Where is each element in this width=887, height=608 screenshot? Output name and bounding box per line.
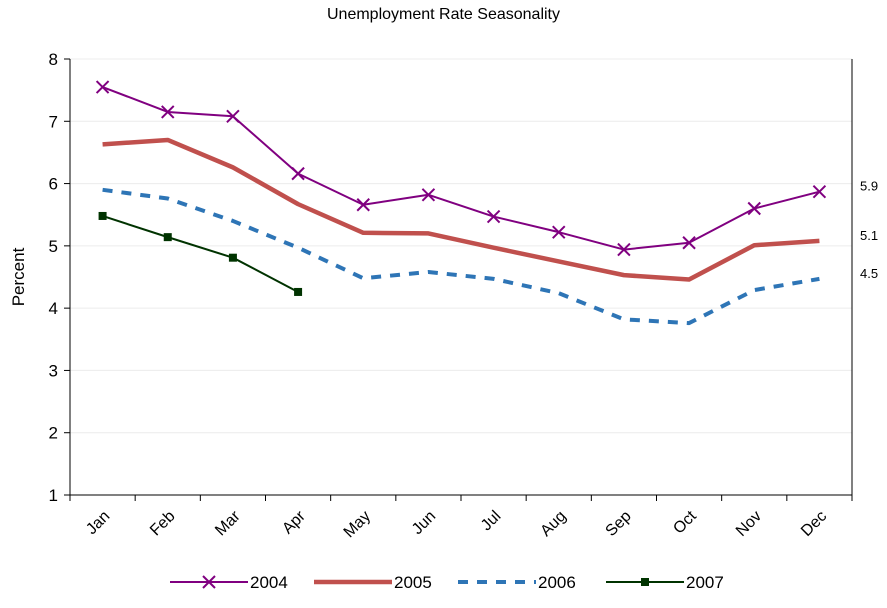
end-labels: 5.9 5.1 4.5 — [860, 179, 878, 281]
series-line-2005 — [102, 137, 820, 282]
series-line-2004 — [102, 86, 820, 251]
legend-marker-2004 — [202, 575, 216, 589]
data-point-2004-Feb — [161, 105, 175, 119]
end-label-2004: 5.9 — [860, 179, 878, 194]
legend-label-2004: 2004 — [250, 573, 288, 592]
legend: 2004 2005 2006 2007 — [170, 573, 724, 592]
chart-title: Unemployment Rate Seasonality — [326, 6, 560, 23]
x-tick-label: Dec — [798, 508, 830, 540]
legend-label-2007: 2007 — [686, 573, 724, 592]
series-line-2007 — [102, 215, 299, 293]
series-layer — [95, 80, 827, 326]
x-tick-label: Nov — [733, 508, 765, 540]
data-point-2007-Feb — [163, 233, 172, 242]
data-point-2004-Dec — [812, 184, 827, 199]
data-point-2004-Oct — [682, 236, 696, 250]
legend-label-2006: 2006 — [538, 573, 576, 592]
data-point-2004-Apr — [291, 166, 305, 181]
x-tick-label: Sep — [603, 508, 635, 540]
y-tick-label: 8 — [49, 50, 58, 69]
y-axis-title: Percent — [9, 247, 28, 306]
data-point-2007-Apr — [294, 287, 303, 296]
data-point-2004-May — [356, 198, 370, 212]
x-tick-label: Aug — [537, 508, 569, 540]
x-tick-label: May — [341, 508, 374, 541]
x-tick-label: Jan — [83, 508, 113, 538]
y-tick-label: 6 — [49, 175, 58, 194]
y-tick-label: 3 — [49, 361, 58, 380]
y-tick-label: 7 — [49, 112, 58, 131]
x-tick-label: Mar — [212, 507, 244, 539]
end-label-2006: 4.5 — [860, 266, 878, 281]
series-line-2006 — [102, 187, 820, 326]
x-tick-label: Oct — [670, 507, 700, 537]
y-tick-label: 2 — [49, 424, 58, 443]
data-point-2004-Jun — [421, 188, 436, 202]
x-tick-label: Feb — [147, 508, 179, 540]
data-point-2004-Jul — [486, 209, 501, 224]
y-tick-label: 1 — [49, 486, 58, 505]
y-tick-label: 4 — [49, 299, 58, 318]
data-point-2004-Aug — [552, 225, 566, 239]
legend-marker-2007 — [641, 578, 649, 586]
data-point-2004-Mar — [226, 109, 240, 124]
legend-label-2005: 2005 — [394, 573, 432, 592]
gridlines — [70, 58, 852, 434]
y-tick-label: 5 — [49, 237, 58, 256]
axes: 1 2 3 4 5 6 7 8 Jan Feb Mar Apr May Jun Jul Aug Sep Oct No… — [9, 50, 853, 541]
data-point-2007-Jan — [98, 211, 107, 220]
x-tick-label: Jul — [478, 508, 504, 534]
data-point-2004-Jan — [95, 80, 110, 94]
data-point-2007-Mar — [228, 253, 237, 262]
x-tick-label: Apr — [279, 507, 309, 537]
data-point-2004-Sep — [617, 242, 631, 257]
x-tick-label: Jun — [409, 508, 439, 538]
data-point-2004-Nov — [747, 201, 761, 216]
end-label-2005: 5.1 — [860, 228, 878, 243]
